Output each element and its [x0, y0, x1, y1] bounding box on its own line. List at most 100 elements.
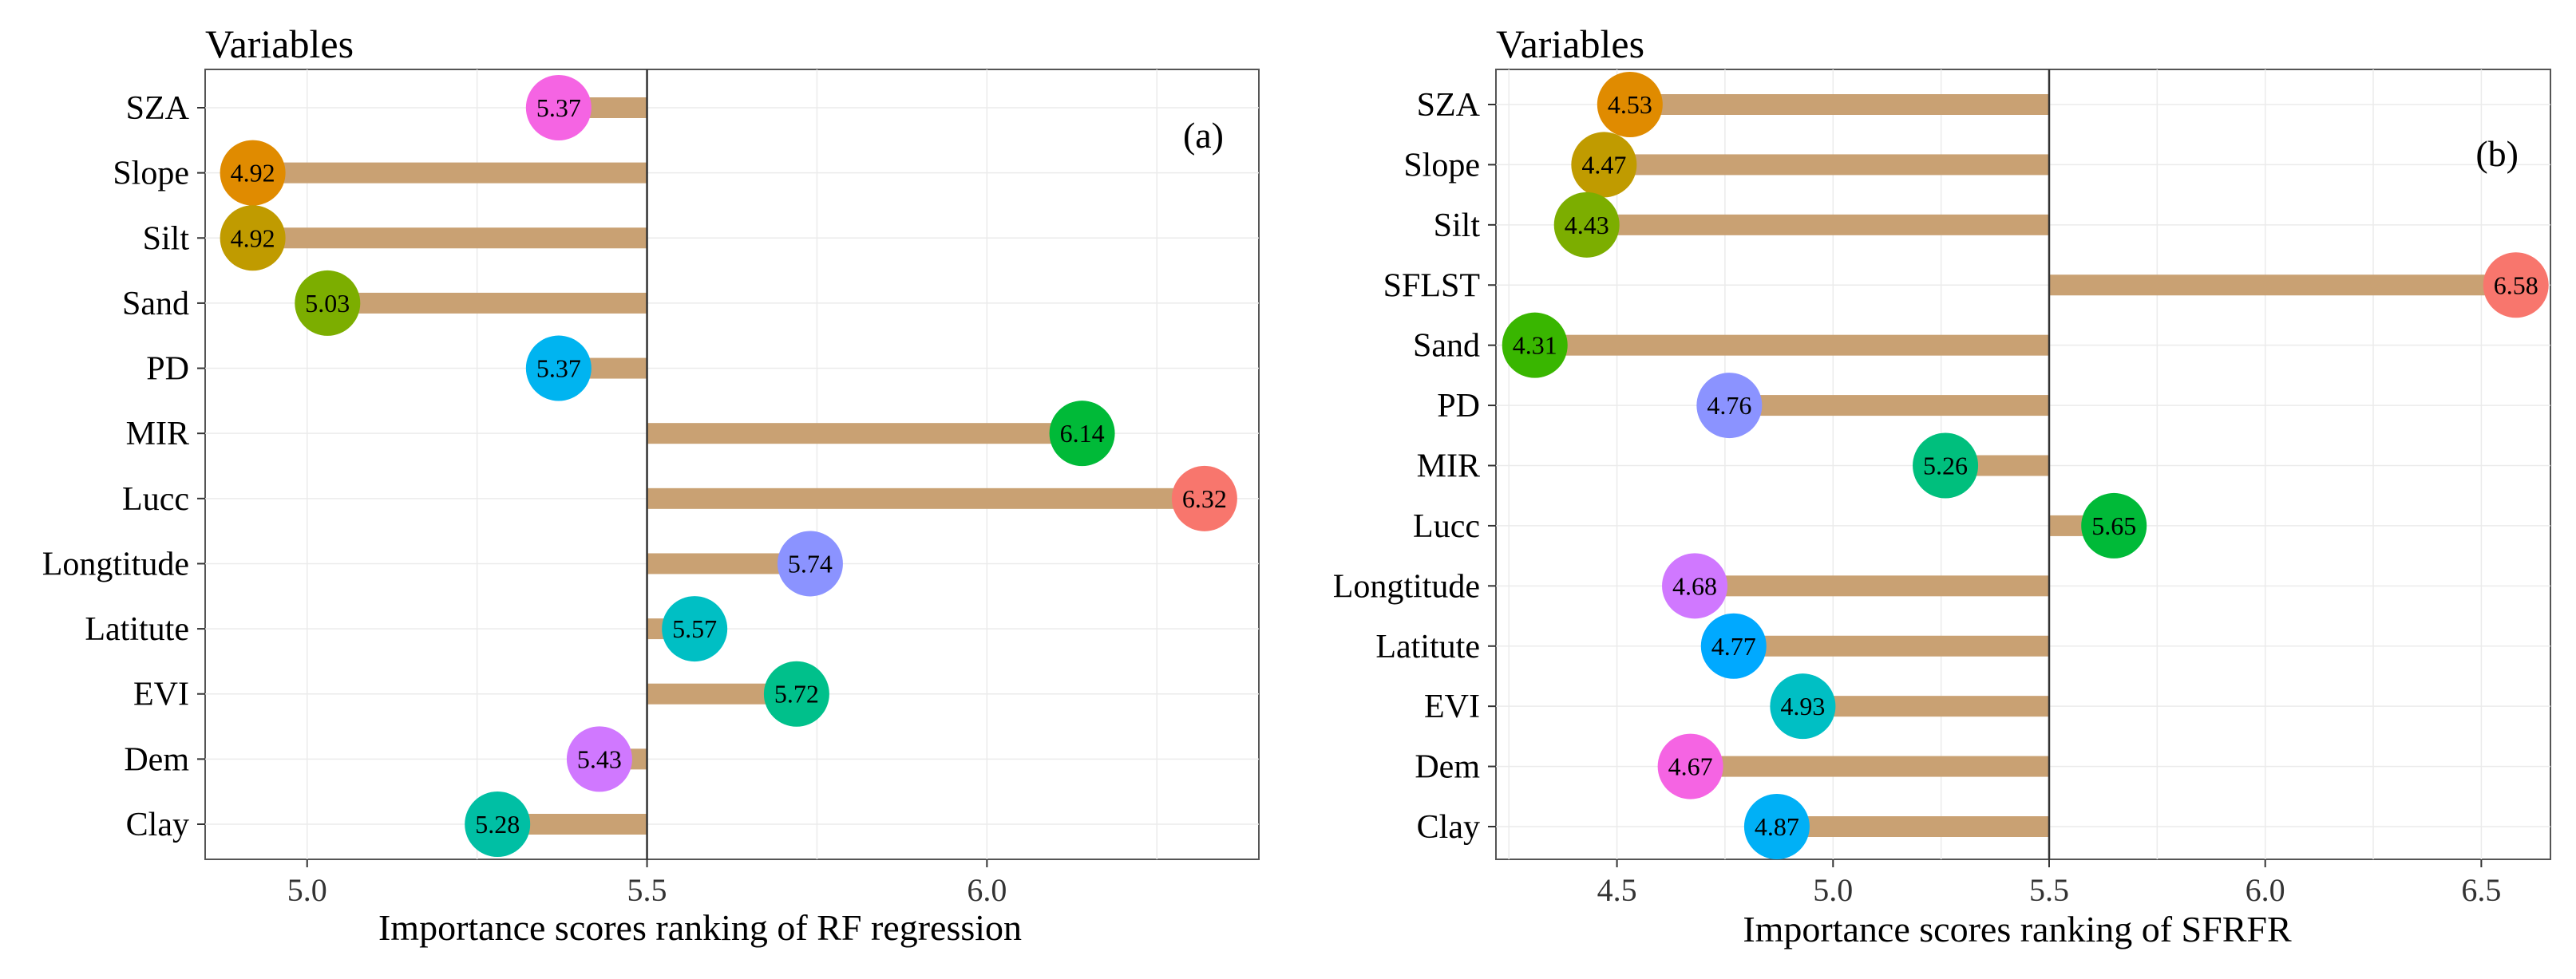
dots-a: 5.37 4.92 4.92 5.03 5.37 6.14 6.32 5.74 5.57 5.72… [220, 75, 1237, 857]
dot-Clay [1743, 794, 1810, 859]
category-label-Lucc: Lucc [122, 481, 189, 518]
category-label-Dem: Dem [1415, 749, 1480, 786]
dot-Sand [1502, 312, 1568, 378]
dot-Silt [220, 205, 286, 271]
panel-b: Variables 4.53 4.47 4.43 6.58 4.31 4.76 5.26 5.… [1333, 22, 2551, 949]
dot-Dem [566, 726, 632, 792]
plot-area-a [204, 69, 1260, 860]
bar-EVI [1802, 696, 2049, 717]
category-label-Clay: Clay [1417, 809, 1480, 846]
bar-Silt [1586, 214, 2049, 235]
dot-PD [525, 335, 592, 401]
dot-Longtitude [777, 531, 843, 597]
value-label-SZA: 5.37 [536, 93, 581, 122]
x-tick-label: 6.5 [2461, 872, 2501, 908]
bar-Slope [1604, 154, 2049, 176]
value-label-Longtitude: 5.74 [788, 549, 833, 578]
legend-title-b: Variables [1496, 22, 1644, 66]
bar-Latitute [1733, 635, 2049, 657]
dot-MIR [1913, 432, 1979, 499]
category-label-SZA: SZA [126, 90, 190, 127]
value-label-Latitute: 5.57 [672, 614, 717, 643]
category-label-Clay: Clay [126, 807, 189, 843]
dot-EVI [763, 661, 829, 727]
dot-MIR [1049, 401, 1115, 467]
category-label-Longtitude: Longtitude [42, 546, 189, 582]
dot-Longtitude [1662, 553, 1728, 619]
value-label-MIR: 6.14 [1060, 419, 1105, 448]
bars-b [1534, 94, 2516, 837]
dot-EVI [1770, 673, 1836, 740]
category-label-EVI: EVI [133, 677, 189, 713]
value-label-Clay: 4.87 [1755, 812, 1799, 841]
x-tick-label: 5.0 [287, 872, 327, 908]
dot-Clay [465, 791, 531, 857]
category-label-Longtitude: Longtitude [1333, 568, 1480, 605]
category-label-Latitute: Latitute [85, 611, 189, 648]
category-label-PD: PD [146, 351, 189, 388]
value-label-PD: 5.37 [536, 354, 581, 383]
category-label-Silt: Silt [1434, 207, 1481, 244]
bar-Slope [252, 162, 647, 184]
value-label-Sand: 5.03 [305, 289, 350, 318]
dot-Dem [1657, 733, 1723, 799]
value-label-Clay: 5.28 [475, 810, 520, 839]
value-label-PD: 4.76 [1707, 391, 1751, 420]
dot-SZA [1597, 72, 1663, 137]
x-tick-label: 6.0 [2246, 872, 2285, 908]
category-label-Sand: Sand [122, 286, 189, 322]
dot-Latitute [1700, 613, 1767, 679]
dot-SFLST [2483, 252, 2549, 318]
bar-Sand [1534, 334, 2049, 356]
value-label-Silt: 4.92 [231, 223, 275, 252]
dot-Sand [295, 270, 361, 336]
panel-label-a: (a) [1183, 115, 1224, 156]
x-tick-label: 6.0 [967, 872, 1007, 908]
value-label-EVI: 5.72 [774, 680, 819, 709]
value-label-Slope: 4.47 [1581, 150, 1626, 179]
value-label-Lucc: 5.65 [2091, 511, 2136, 540]
dot-PD [1696, 373, 1763, 439]
value-label-EVI: 4.93 [1780, 692, 1825, 720]
dot-Lucc [2081, 492, 2147, 559]
dots-b: 4.53 4.47 4.43 6.58 4.31 4.76 5.26 5.65 4.68 4.77… [1502, 72, 2549, 859]
value-label-Dem: 4.67 [1668, 752, 1713, 781]
panel-a: Variables 5.374.924.925.035.376.146.325.… [42, 22, 1260, 948]
category-label-Lucc: Lucc [1413, 508, 1480, 545]
category-label-Latitute: Latitute [1375, 629, 1480, 665]
bar-Silt [252, 227, 647, 249]
bar-SFLST [2048, 274, 2516, 296]
bar-MIR [647, 423, 1082, 444]
y-axis-b: SZA Slope Silt SFLST Sand PD MIR Lucc Longtitude… [1333, 87, 1496, 846]
value-label-Slope: 4.92 [231, 159, 275, 188]
category-label-SZA: SZA [1417, 87, 1481, 124]
value-label-Lucc: 6.32 [1182, 484, 1227, 513]
x-axis-a: 5.0 5.5 6.0 [287, 859, 1007, 908]
value-label-Sand: 4.31 [1513, 331, 1557, 360]
x-tick-label: 4.5 [1597, 872, 1637, 908]
category-label-Sand: Sand [1413, 328, 1480, 365]
bar-SZA [1629, 94, 2049, 115]
dot-Latitute [662, 596, 728, 662]
category-label-EVI: EVI [1424, 689, 1480, 725]
x-axis-b: 4.5 5.0 5.5 6.0 6.5 [1597, 859, 2501, 908]
panel-label-b: (b) [2475, 133, 2519, 174]
category-label-MIR: MIR [1417, 448, 1480, 485]
dot-Lucc [1171, 465, 1237, 531]
bar-Longtitude [1695, 575, 2049, 597]
value-label-Latitute: 4.77 [1711, 632, 1756, 661]
dot-SZA [525, 75, 592, 140]
category-label-SFLST: SFLST [1383, 267, 1480, 304]
bar-Clay [1776, 816, 2049, 837]
x-tick-label: 5.5 [627, 872, 667, 908]
y-axis-a: SZA Slope Silt Sand PD MIR Lucc Longtitude Latit… [42, 90, 205, 843]
value-label-Longtitude: 4.68 [1672, 571, 1717, 600]
dot-Slope [1571, 132, 1637, 198]
category-label-Slope: Slope [113, 156, 189, 192]
value-label-Dem: 5.43 [577, 744, 622, 773]
legend-title-a: Variables [205, 22, 354, 66]
category-label-Slope: Slope [1403, 147, 1480, 184]
value-label-SFLST: 6.58 [2494, 270, 2538, 299]
x-axis-title-a: Importance scores ranking of RF regressi… [378, 907, 1022, 948]
